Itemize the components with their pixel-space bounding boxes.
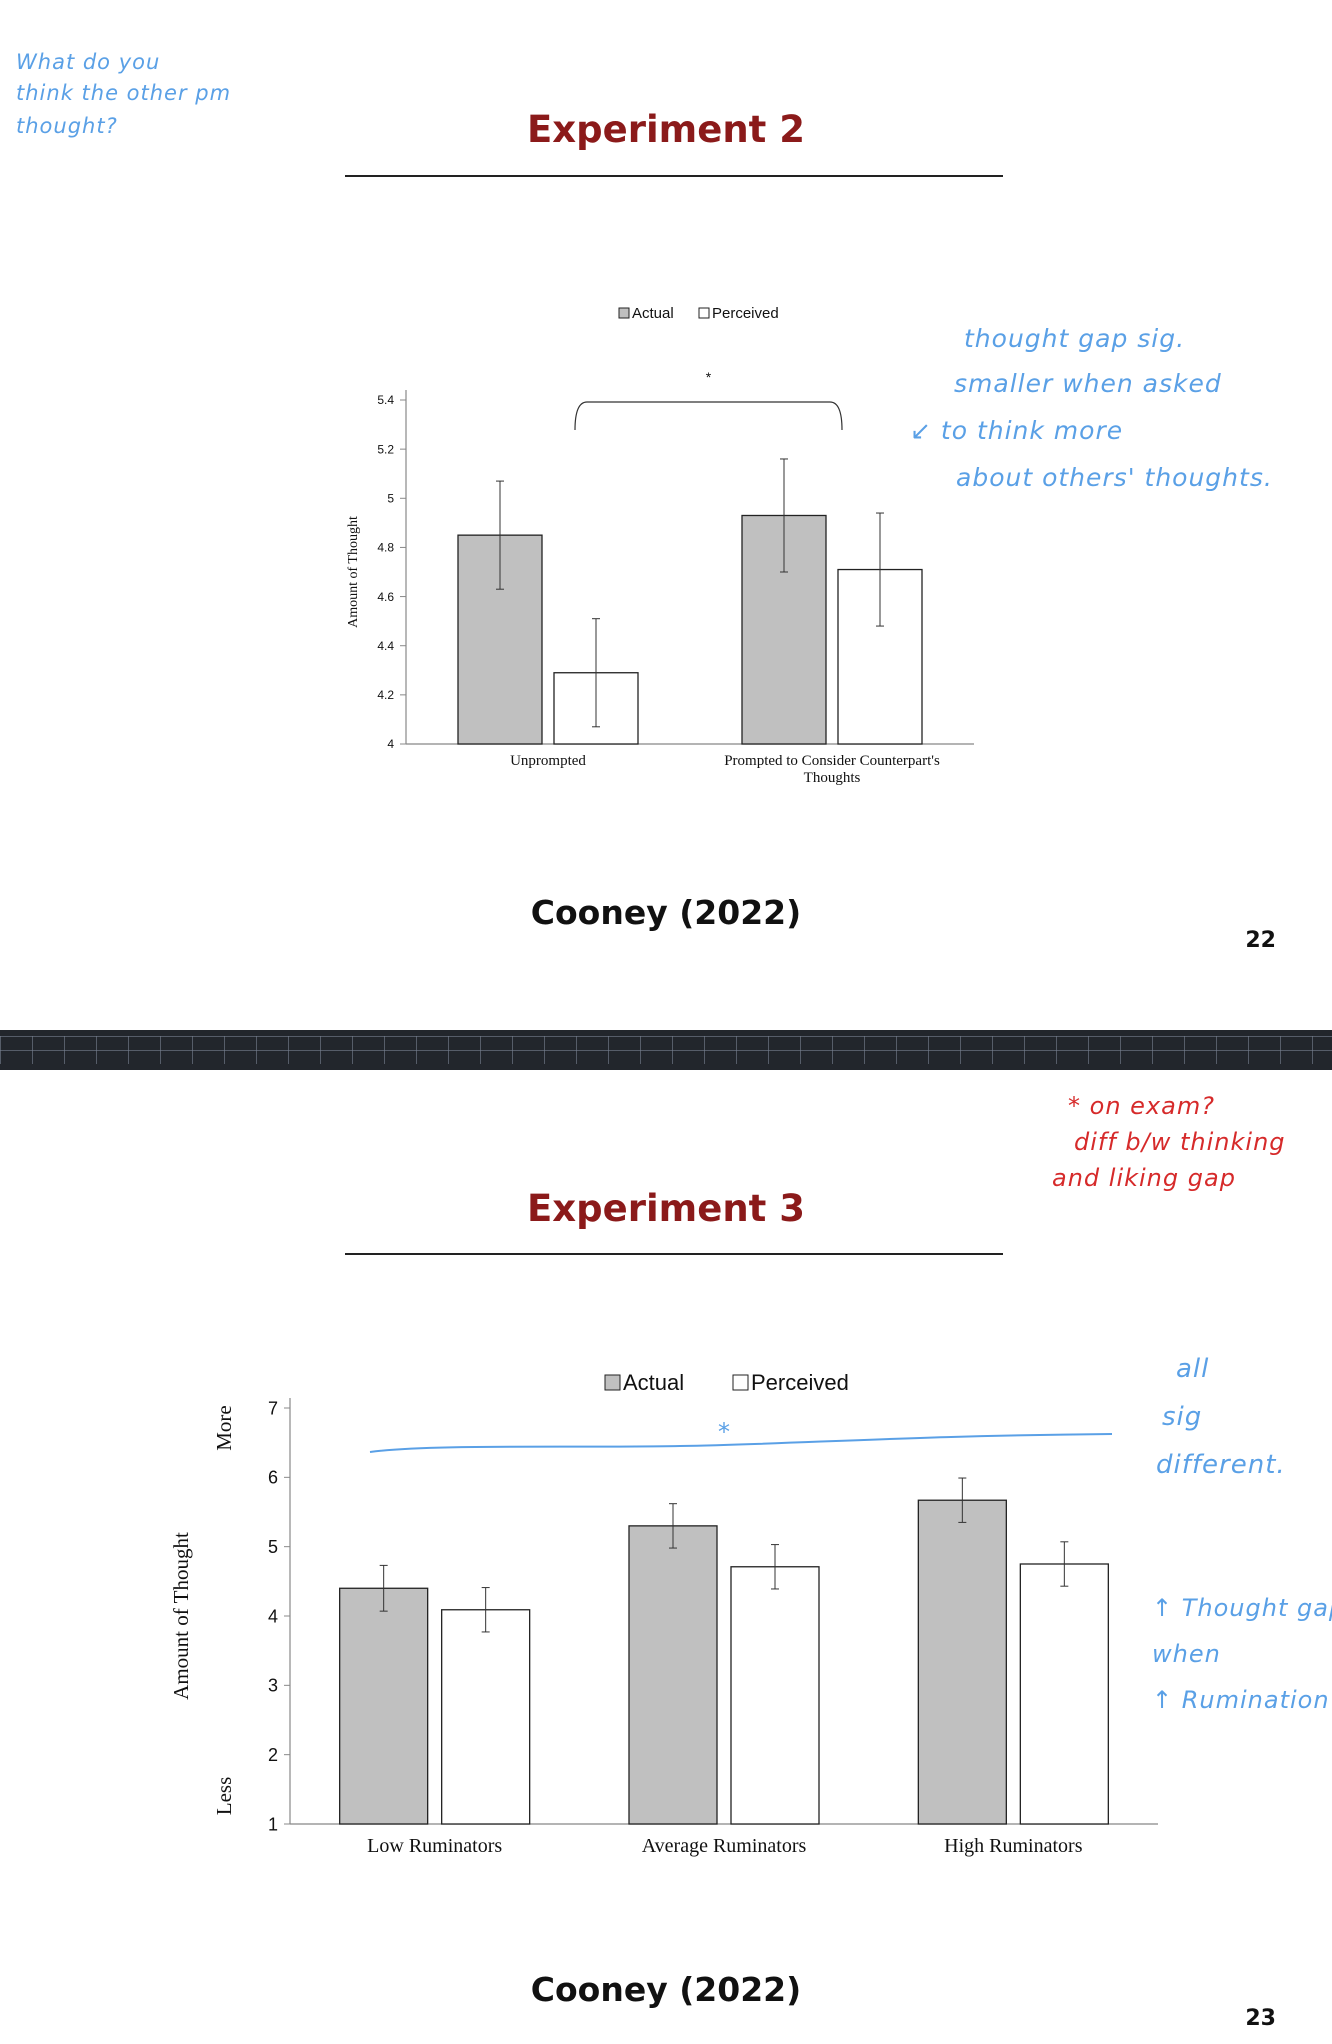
- y-tick-label: 7: [268, 1398, 278, 1418]
- y-tick-label: 4: [387, 737, 394, 751]
- bar-actual: [917, 1499, 1007, 1825]
- x-category-label: Unprompted: [510, 753, 586, 769]
- slide-divider: [0, 1030, 1332, 1070]
- note-line: and liking gap: [1052, 1164, 1236, 1192]
- y-tick-label: 1: [268, 1814, 278, 1834]
- legend-swatch-actual: [618, 307, 630, 319]
- y-tick-label: 2: [268, 1745, 278, 1765]
- note-line: ↑ Rumination: [1152, 1686, 1330, 1714]
- note-line: diff b/w thinking: [1074, 1128, 1286, 1156]
- slide-23: Experiment 3 1 2 3 4 5 6 7 Amount of Thought Mor…: [0, 1070, 1332, 2044]
- note-line: thought gap sig.: [964, 324, 1186, 353]
- bar-chart-experiment-2: 4 4.2 4.4 4.6 4.8 5 5.2 5.4 Amount of Thought Unp…: [346, 305, 974, 786]
- x-category-label: Prompted to Consider Counterpart's: [724, 753, 940, 769]
- x-category-label: Low Ruminators: [367, 1835, 502, 1857]
- legend-swatch-perceived: [698, 307, 710, 319]
- bar-perceived: [441, 1609, 531, 1825]
- bar-actual: [339, 1587, 429, 1825]
- slide-22: Experiment 2 4 4.2 4.4 4.6 4.8 5 5.2 5.4 Amount …: [16, 51, 1276, 953]
- y-tick-label: 5: [268, 1537, 278, 1557]
- handwritten-note: ↑ Thought gap when ↑ Rumination: [1152, 1596, 1332, 1712]
- handwritten-note: * on exam? diff b/w thinking and liking …: [1050, 1094, 1286, 1190]
- y-tick-label: 5.4: [377, 393, 394, 407]
- note-line: ↑ Thought gap: [1152, 1594, 1332, 1622]
- legend-label-perceived: Perceived: [712, 305, 779, 322]
- note-line: think the other pm: [16, 81, 232, 105]
- y-axis-label-more: More: [212, 1405, 236, 1451]
- bar-chart-experiment-3: 1 2 3 4 5 6 7 Amount of Thought More Less Low Rumi…: [169, 1370, 1158, 1857]
- handwritten-note: all sig different.: [1156, 1356, 1286, 1478]
- handwritten-note: What do you think the other pm thought?: [16, 52, 231, 137]
- legend-swatch-perceived: [732, 1374, 749, 1391]
- x-category-label: Average Ruminators: [642, 1835, 807, 1857]
- handwritten-note: thought gap sig. smaller when asked ↙ to…: [910, 326, 1273, 490]
- y-tick-label: 4.8: [377, 541, 394, 555]
- handwritten-star: *: [718, 1418, 730, 1446]
- note-line: about others' thoughts.: [956, 463, 1273, 492]
- significance-star: *: [706, 369, 712, 385]
- bar-actual: [628, 1525, 718, 1825]
- bar-perceived: [1019, 1563, 1109, 1825]
- bar-perceived: [730, 1566, 820, 1825]
- y-tick-label: 5: [387, 491, 394, 505]
- slide-title: Experiment 2: [527, 108, 805, 151]
- significance-bracket: [574, 401, 843, 431]
- note-line: ↙ to think more: [910, 416, 1124, 445]
- note-line: thought?: [16, 114, 118, 138]
- citation: Cooney (2022): [530, 893, 802, 932]
- y-tick-label: 3: [268, 1676, 278, 1696]
- x-category-label: Thoughts: [804, 770, 861, 786]
- y-tick-label: 5.2: [377, 442, 394, 456]
- y-tick-label: 4.6: [377, 590, 394, 604]
- legend-label-perceived: Perceived: [751, 1370, 849, 1395]
- legend-label-actual: Actual: [632, 305, 674, 322]
- note-line: * on exam?: [1068, 1092, 1215, 1120]
- handwritten-line: [369, 1433, 1113, 1453]
- title-rule: [345, 175, 1003, 177]
- note-line: all: [1176, 1354, 1210, 1384]
- y-tick-label: 4.4: [377, 639, 394, 653]
- note-line: What do you: [16, 50, 161, 74]
- y-axis-label: Amount of Thought: [346, 516, 361, 628]
- y-tick-label: 4.2: [377, 688, 394, 702]
- y-axis-label-less: Less: [212, 1777, 236, 1816]
- y-tick-label: 6: [268, 1468, 278, 1488]
- title-rule: [345, 1253, 1003, 1255]
- legend-label-actual: Actual: [623, 1370, 684, 1395]
- y-axis-label: Amount of Thought: [169, 1532, 193, 1700]
- note-line: different.: [1156, 1450, 1286, 1480]
- note-line: sig: [1162, 1402, 1203, 1432]
- page-number: 22: [1245, 928, 1276, 953]
- slide-title: Experiment 3: [527, 1187, 805, 1230]
- citation: Cooney (2022): [530, 1970, 802, 2009]
- y-tick-label: 4: [268, 1606, 278, 1626]
- note-line: when: [1152, 1640, 1221, 1668]
- x-category-label: High Ruminators: [944, 1835, 1083, 1857]
- legend-swatch-actual: [604, 1374, 621, 1391]
- note-line: smaller when asked: [954, 369, 1222, 398]
- page-number: 23: [1245, 2006, 1276, 2031]
